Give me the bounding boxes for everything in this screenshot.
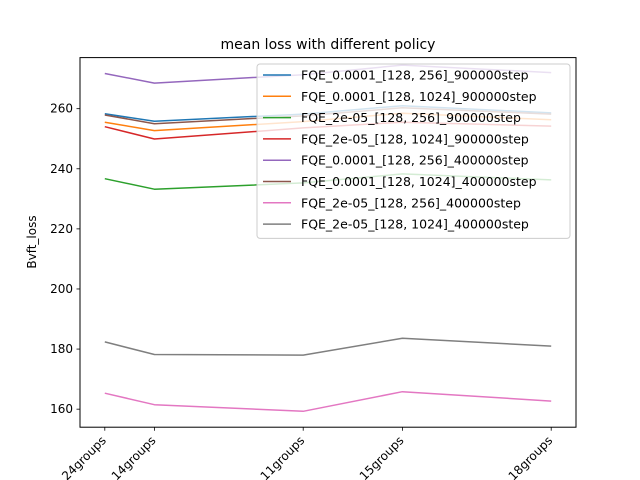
series-line-8 [104, 337, 552, 356]
legend-label: FQE_2e-05_[128, 1024]_900000step [301, 131, 529, 146]
legend-label: FQE_0.0001_[128, 1024]_400000step [301, 174, 537, 189]
x-tick-label: 15groups [357, 433, 407, 480]
y-tick-label: 240 [50, 162, 73, 176]
y-tick-label: 180 [50, 342, 73, 356]
legend-label: FQE_2e-05_[128, 256]_400000step [301, 195, 521, 210]
legend-label: FQE_2e-05_[128, 1024]_400000step [301, 217, 529, 232]
legend-label: FQE_0.0001_[128, 1024]_900000step [301, 89, 537, 104]
y-axis-label: Bvft_loss [25, 215, 39, 268]
x-tick-label: 24groups [59, 433, 109, 480]
y-axis: 160 180 200 220 240 260 [50, 102, 80, 416]
legend: FQE_0.0001_[128, 256]_900000step FQE_0.00… [256, 63, 571, 239]
chart-title: mean loss with different policy [221, 37, 436, 53]
legend-label: FQE_0.0001_[128, 256]_400000step [301, 153, 529, 168]
y-tick-label: 220 [50, 222, 73, 236]
y-tick-label: 260 [50, 102, 73, 116]
x-axis: 24groups 14groups 11groups 15groups 18groups [59, 427, 555, 480]
x-tick-label: 11groups [258, 433, 308, 480]
y-tick-label: 200 [50, 282, 73, 296]
series-line-7 [104, 390, 552, 413]
x-tick-label: 14groups [109, 433, 159, 480]
x-tick-label: 18groups [506, 433, 556, 480]
legend-label: FQE_2e-05_[128, 256]_900000step [301, 110, 521, 125]
legend-box [256, 63, 571, 239]
legend-label: FQE_0.0001_[128, 256]_900000step [301, 68, 529, 83]
plot-frame [79, 57, 577, 428]
y-tick-label: 160 [50, 402, 73, 416]
